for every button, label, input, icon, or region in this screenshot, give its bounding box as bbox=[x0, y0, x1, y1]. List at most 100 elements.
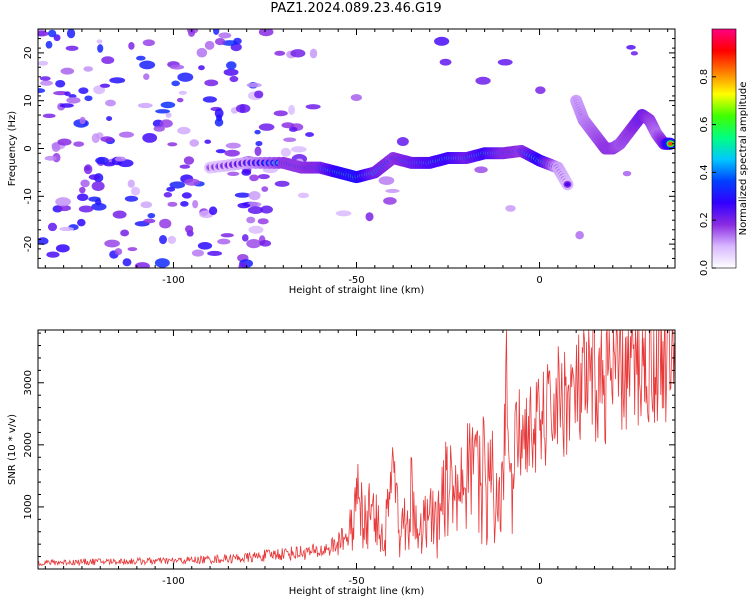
noise-blob bbox=[214, 108, 224, 119]
noise-blob bbox=[622, 170, 632, 177]
noise-blob bbox=[140, 201, 153, 209]
snr-frame bbox=[37, 329, 676, 570]
noise-blob bbox=[166, 186, 176, 192]
noise-blob bbox=[104, 99, 116, 107]
noise-blob bbox=[335, 210, 352, 217]
bot-y-tick-label: 3000 bbox=[23, 370, 34, 395]
noise-blob bbox=[124, 195, 139, 202]
noise-blob bbox=[474, 166, 488, 174]
noise-blob bbox=[100, 136, 114, 143]
noise-blob bbox=[259, 240, 272, 247]
noise-blob bbox=[134, 262, 150, 268]
noise-blob bbox=[196, 47, 208, 58]
noise-blob bbox=[184, 225, 194, 233]
noise-blob bbox=[234, 192, 251, 198]
noise-blob bbox=[66, 29, 76, 39]
bot-x-axis-label: Height of straight line (km) bbox=[289, 586, 425, 597]
noise-blob bbox=[153, 125, 165, 132]
noise-blob bbox=[378, 176, 395, 185]
noise-blob bbox=[191, 249, 204, 257]
top-y-axis-label: Frequency (Hz) bbox=[7, 111, 18, 187]
noise-blob bbox=[179, 164, 191, 169]
top-y-tick-label: 10 bbox=[23, 94, 34, 107]
noise-blob bbox=[535, 86, 546, 94]
noise-blob bbox=[309, 48, 318, 59]
noise-blob bbox=[42, 113, 56, 119]
noise-blob bbox=[167, 201, 178, 207]
noise-blob bbox=[255, 141, 263, 147]
noise-blob bbox=[254, 146, 262, 157]
noise-blob bbox=[114, 156, 126, 162]
noise-blob bbox=[226, 61, 237, 70]
noise-blob bbox=[223, 68, 239, 76]
noise-blob bbox=[38, 88, 46, 94]
noise-blob bbox=[475, 76, 491, 85]
noise-blob bbox=[213, 29, 220, 35]
noise-blob bbox=[180, 201, 189, 207]
noise-blob bbox=[91, 133, 100, 144]
noise-blob bbox=[229, 75, 239, 83]
noise-blob bbox=[44, 155, 57, 161]
noise-blob bbox=[220, 233, 234, 238]
noise-blob bbox=[383, 197, 397, 205]
noise-blob bbox=[246, 201, 262, 208]
noise-blob bbox=[131, 186, 141, 196]
noise-blob bbox=[181, 192, 192, 199]
noise-blob bbox=[79, 186, 86, 194]
top-y-tick-label: -20 bbox=[23, 236, 34, 252]
heatmap-area bbox=[38, 29, 675, 268]
noise-blob bbox=[128, 41, 135, 50]
noise-blob bbox=[184, 178, 200, 186]
noise-blob bbox=[176, 97, 184, 103]
noise-blob bbox=[55, 197, 71, 207]
noise-blob bbox=[38, 30, 49, 37]
bot-x-tick-label: 0 bbox=[536, 576, 542, 587]
noise-blob bbox=[241, 169, 252, 176]
noise-blob bbox=[78, 205, 94, 213]
noise-blob bbox=[434, 36, 450, 46]
noise-blob bbox=[120, 229, 130, 237]
noise-blob bbox=[260, 205, 273, 214]
noise-blob bbox=[46, 251, 60, 258]
noise-blob bbox=[163, 192, 173, 198]
noise-blob bbox=[505, 205, 516, 212]
ridge-core bbox=[667, 141, 673, 146]
noise-blob bbox=[208, 206, 218, 216]
noise-blob bbox=[257, 173, 270, 180]
noise-blob bbox=[177, 72, 194, 82]
noise-blob bbox=[73, 141, 85, 147]
noise-blob bbox=[248, 225, 264, 234]
noise-blob bbox=[178, 90, 187, 95]
noise-blob bbox=[165, 112, 172, 118]
noise-blob bbox=[142, 132, 158, 143]
noise-blob bbox=[214, 38, 226, 46]
noise-blob bbox=[99, 83, 111, 88]
noise-blob bbox=[224, 149, 240, 157]
noise-blob bbox=[45, 40, 53, 49]
bot-y-tick-label: 1000 bbox=[23, 494, 34, 519]
noise-blob bbox=[155, 109, 171, 114]
noise-blob bbox=[246, 239, 262, 249]
noise-blob bbox=[97, 44, 104, 53]
noise-blob bbox=[254, 129, 261, 135]
noise-blob bbox=[218, 32, 232, 39]
noise-blob bbox=[39, 76, 51, 81]
noise-blob bbox=[169, 181, 186, 189]
noise-blob bbox=[249, 174, 259, 182]
noise-blob bbox=[159, 218, 172, 229]
noise-blob bbox=[55, 244, 70, 253]
noise-blob bbox=[283, 137, 297, 143]
noise-blob bbox=[83, 66, 94, 72]
noise-blob bbox=[139, 60, 156, 70]
noise-blob bbox=[88, 196, 101, 202]
noise-blob bbox=[297, 192, 310, 199]
noise-blob bbox=[202, 96, 217, 103]
noise-blob bbox=[60, 67, 75, 75]
noise-blob bbox=[238, 262, 247, 268]
bot-y-axis-label: SNR (10 * v/v) bbox=[7, 414, 18, 485]
colorbar-tick-label: 0.6 bbox=[699, 117, 710, 133]
noise-blob bbox=[127, 179, 135, 188]
noise-blob bbox=[118, 131, 134, 138]
noise-blob bbox=[305, 132, 315, 138]
noise-blob bbox=[233, 37, 242, 45]
